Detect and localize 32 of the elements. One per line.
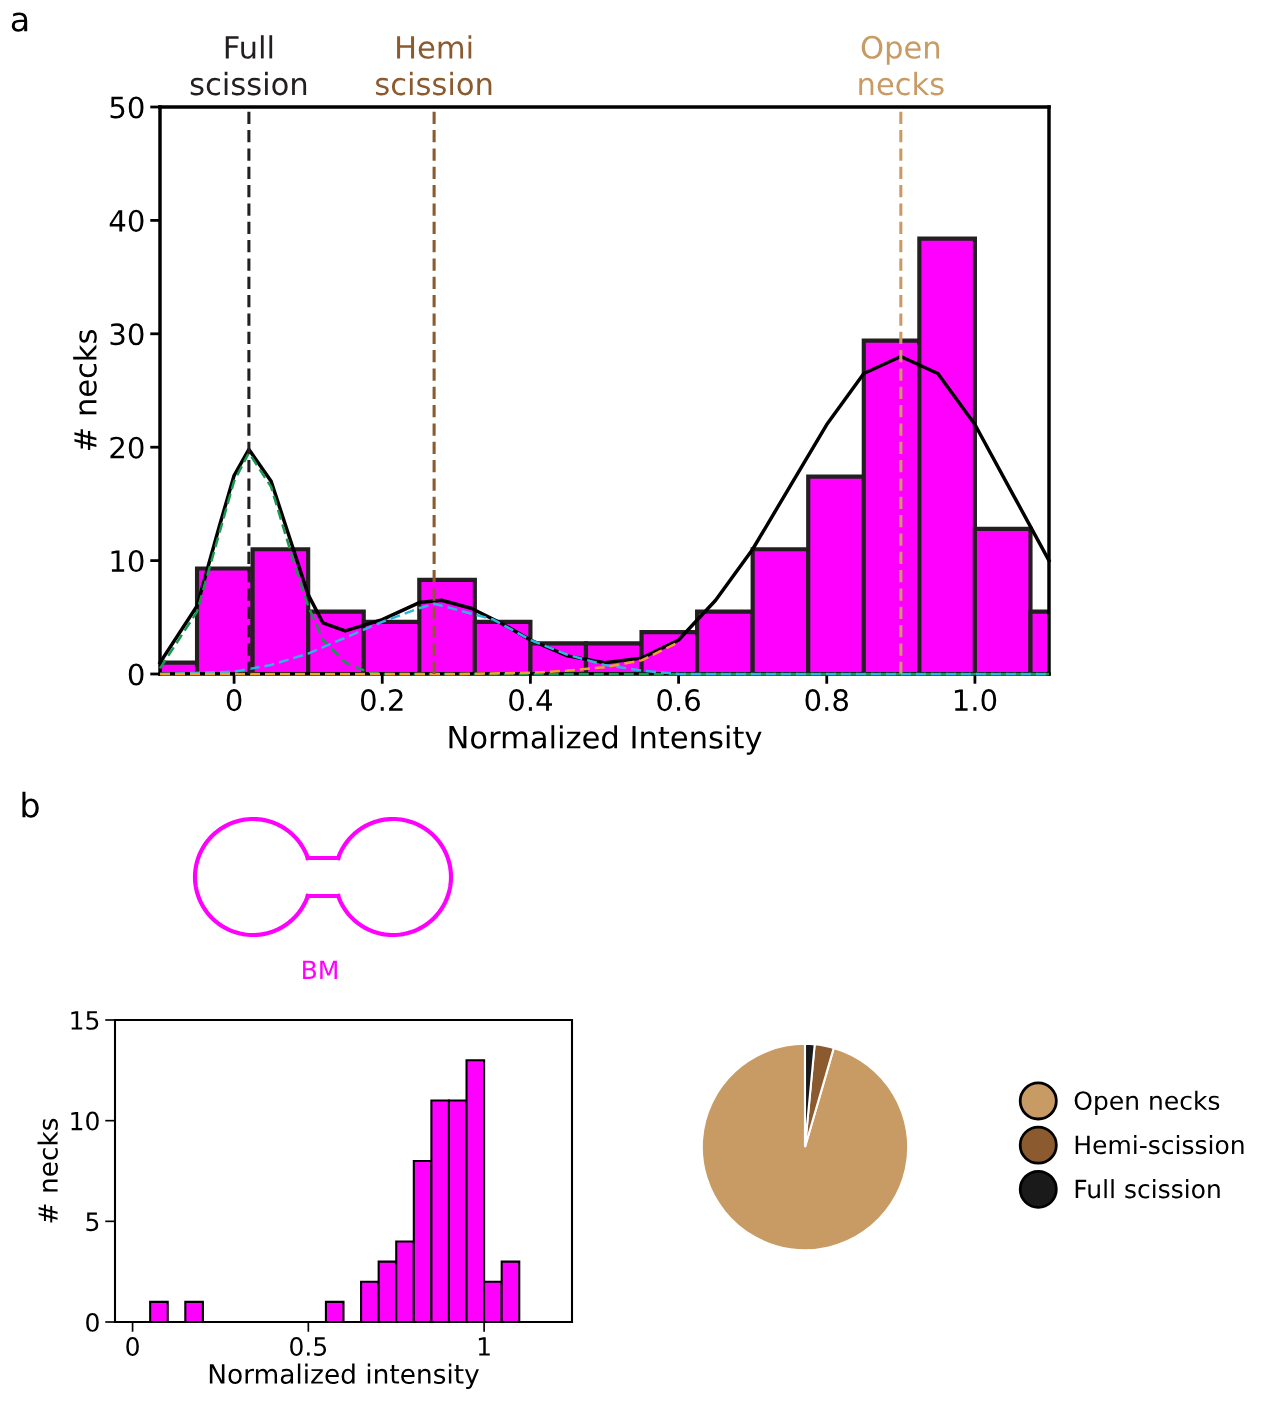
legend-label: Hemi-scission: [1075, 1134, 1244, 1155]
y-tick-label: 15: [71, 1011, 99, 1030]
y-tick-label: 20: [110, 436, 144, 459]
y-tick-label: 50: [110, 96, 144, 119]
x-tick-label: 1.0: [954, 689, 997, 712]
x-tick-label: 0.6: [657, 689, 700, 712]
legend-label: Full scission: [1075, 1179, 1220, 1199]
text: BM: [303, 960, 337, 979]
legend-label: Open necks: [1074, 1090, 1220, 1115]
text: a: [11, 12, 28, 32]
text: b: [22, 791, 39, 818]
y-tick-label: 10: [111, 550, 144, 573]
y-axis-title: # necks: [37, 1118, 58, 1223]
x-tick-label: 0.2: [360, 689, 403, 712]
y-tick-label: 10: [71, 1111, 99, 1131]
y-tick-label: 5: [86, 1212, 99, 1232]
y-tick-label: 0: [128, 663, 144, 686]
ref-line-label: Open necks: [859, 35, 944, 96]
x-tick-label: 0: [226, 689, 242, 712]
x-axis-title: Normalized Intensity: [449, 725, 762, 755]
x-tick-label: 0.5: [290, 1337, 327, 1356]
ref-line-label: Full scission: [190, 35, 307, 96]
x-tick-label: 0.4: [509, 689, 552, 712]
y-tick-label: 40: [109, 209, 144, 232]
ref-line-label: Hemi scission: [375, 35, 492, 96]
y-axis-title: # necks: [73, 330, 97, 451]
x-tick-label: 1: [478, 1337, 490, 1356]
pie-slice: [700, 1042, 910, 1252]
y-tick-label: 0: [86, 1312, 99, 1332]
x-axis-title: Normalized intensity: [209, 1363, 479, 1390]
y-tick-label: 30: [110, 323, 144, 346]
x-tick-label: 0.8: [805, 689, 848, 712]
